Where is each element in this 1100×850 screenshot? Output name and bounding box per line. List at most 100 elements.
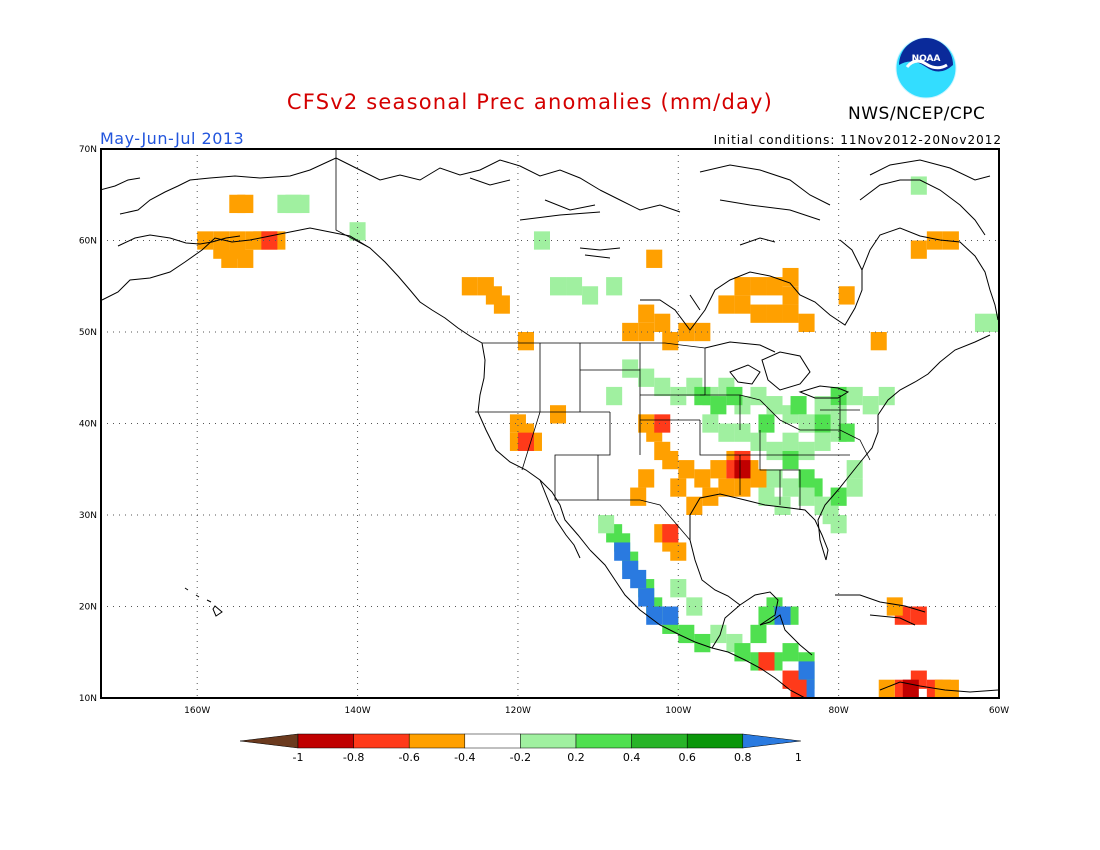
anomaly-cell [750, 304, 767, 323]
legend-label: 0.8 [734, 751, 752, 764]
anomaly-region-alaska-west [197, 194, 286, 268]
anomaly-cell [774, 606, 791, 625]
legend-swatch [297, 733, 354, 749]
legend-swatch [353, 733, 410, 749]
anomaly-cell [638, 588, 655, 607]
anomaly-cell [782, 478, 799, 497]
anomaly-cell [990, 313, 999, 332]
lat-label: 30N [79, 511, 97, 521]
legend-swatch [575, 733, 632, 749]
anomaly-region-central-green [606, 359, 895, 461]
anomaly-cell [766, 304, 783, 323]
anomaly-cell [662, 524, 679, 543]
anomaly-cell [221, 249, 238, 268]
lat-label: 50N [79, 328, 97, 338]
legend-arrow-high [742, 733, 801, 749]
anomaly-cell [702, 487, 719, 506]
anomaly-cell [550, 405, 567, 424]
anomaly-cell [782, 304, 799, 323]
legend-swatch [520, 733, 577, 749]
anomaly-cell [638, 368, 655, 387]
lat-label: 10N [79, 694, 97, 704]
lat-label: 20N [79, 603, 97, 613]
anomaly-cell [766, 441, 783, 461]
anomaly-region-mexico-west-blue [614, 542, 679, 625]
noaa-logo-text: NOAA [912, 54, 941, 64]
anomaly-cell [710, 624, 727, 644]
lat-label: 70N [79, 145, 97, 155]
legend-label: 0.6 [678, 751, 696, 764]
anomaly-cell [814, 414, 831, 433]
anomaly-cell [678, 322, 695, 342]
anomaly-cell [694, 386, 711, 406]
anomaly-cell [766, 277, 783, 296]
anomaly-region-labrador-green [910, 176, 999, 332]
anomaly-region-bc-orange [461, 277, 534, 351]
legend-label: 0.4 [623, 751, 641, 764]
anomaly-cell [878, 679, 895, 698]
anomaly-cell [237, 194, 254, 214]
anomaly-cell [830, 386, 847, 406]
anomaly-cell [461, 277, 478, 296]
anomaly-cell [654, 414, 671, 433]
anomaly-cell [878, 386, 895, 406]
forecast-period: May-Jun-Jul 2013 [100, 129, 245, 148]
lon-label: 80W [828, 706, 848, 716]
anomaly-cell [734, 423, 751, 442]
anomaly-cell [670, 386, 687, 406]
anomaly-cell [614, 542, 631, 561]
anomaly-cell [662, 332, 679, 351]
anomaly-cell [814, 432, 831, 451]
anomaly-cell [942, 679, 959, 698]
lon-label: 140W [345, 706, 371, 716]
anomaly-cell [517, 332, 534, 351]
legend-label: -0.4 [454, 751, 475, 764]
anomaly-region-central-mid-green [694, 386, 855, 506]
anomaly-cell [798, 487, 815, 506]
anomaly-cell [870, 332, 887, 351]
anomaly-cell [678, 460, 695, 479]
anomaly-cell [622, 359, 639, 378]
anomaly-cell [814, 396, 831, 415]
anomaly-cell [846, 386, 863, 406]
anomaly-cell [798, 313, 815, 332]
anomaly-cell [237, 249, 254, 268]
anomaly-cell [686, 597, 703, 616]
anomaly-cell [782, 643, 799, 662]
legend-label: 0.2 [567, 751, 585, 764]
anomaly-cell [694, 322, 711, 342]
anomaly-cell [974, 313, 991, 332]
anomaly-cell [630, 569, 647, 589]
anomaly-cell [493, 295, 510, 314]
anomaly-cell [910, 606, 927, 625]
anomaly-region-alaska-north-green [277, 194, 366, 241]
anomaly-cell [798, 661, 815, 680]
anomaly-cell [766, 396, 783, 415]
anomaly-cell [910, 176, 927, 195]
lat-label: 40N [79, 420, 97, 430]
anomaly-cell [598, 515, 615, 534]
anomaly-cell [734, 460, 751, 479]
agency-label: NWS/NCEP/CPC [848, 104, 986, 124]
anomaly-cell [758, 487, 775, 506]
anomaly-cell [838, 423, 855, 442]
anomaly-cell [566, 277, 583, 296]
anomaly-cell [838, 286, 855, 305]
anomaly-cell [646, 606, 663, 625]
anomaly-cell [750, 386, 767, 406]
anomaly-cell [734, 478, 751, 497]
legend-swatch [686, 733, 744, 749]
legend-label: -0.6 [398, 751, 419, 764]
anomaly-cell [830, 515, 847, 534]
lon-label: 60W [989, 706, 1009, 716]
anomaly-cell [349, 222, 366, 241]
anomaly-cell [710, 460, 727, 479]
anomaly-cell [798, 414, 815, 433]
anomaly-cell [750, 432, 767, 451]
political-borders [335, 150, 871, 541]
legend-swatch [408, 733, 466, 749]
anomaly-region-prairies-orange [622, 249, 711, 351]
anomaly-region-plains-orange [630, 414, 767, 561]
anomaly-cell [718, 478, 735, 497]
